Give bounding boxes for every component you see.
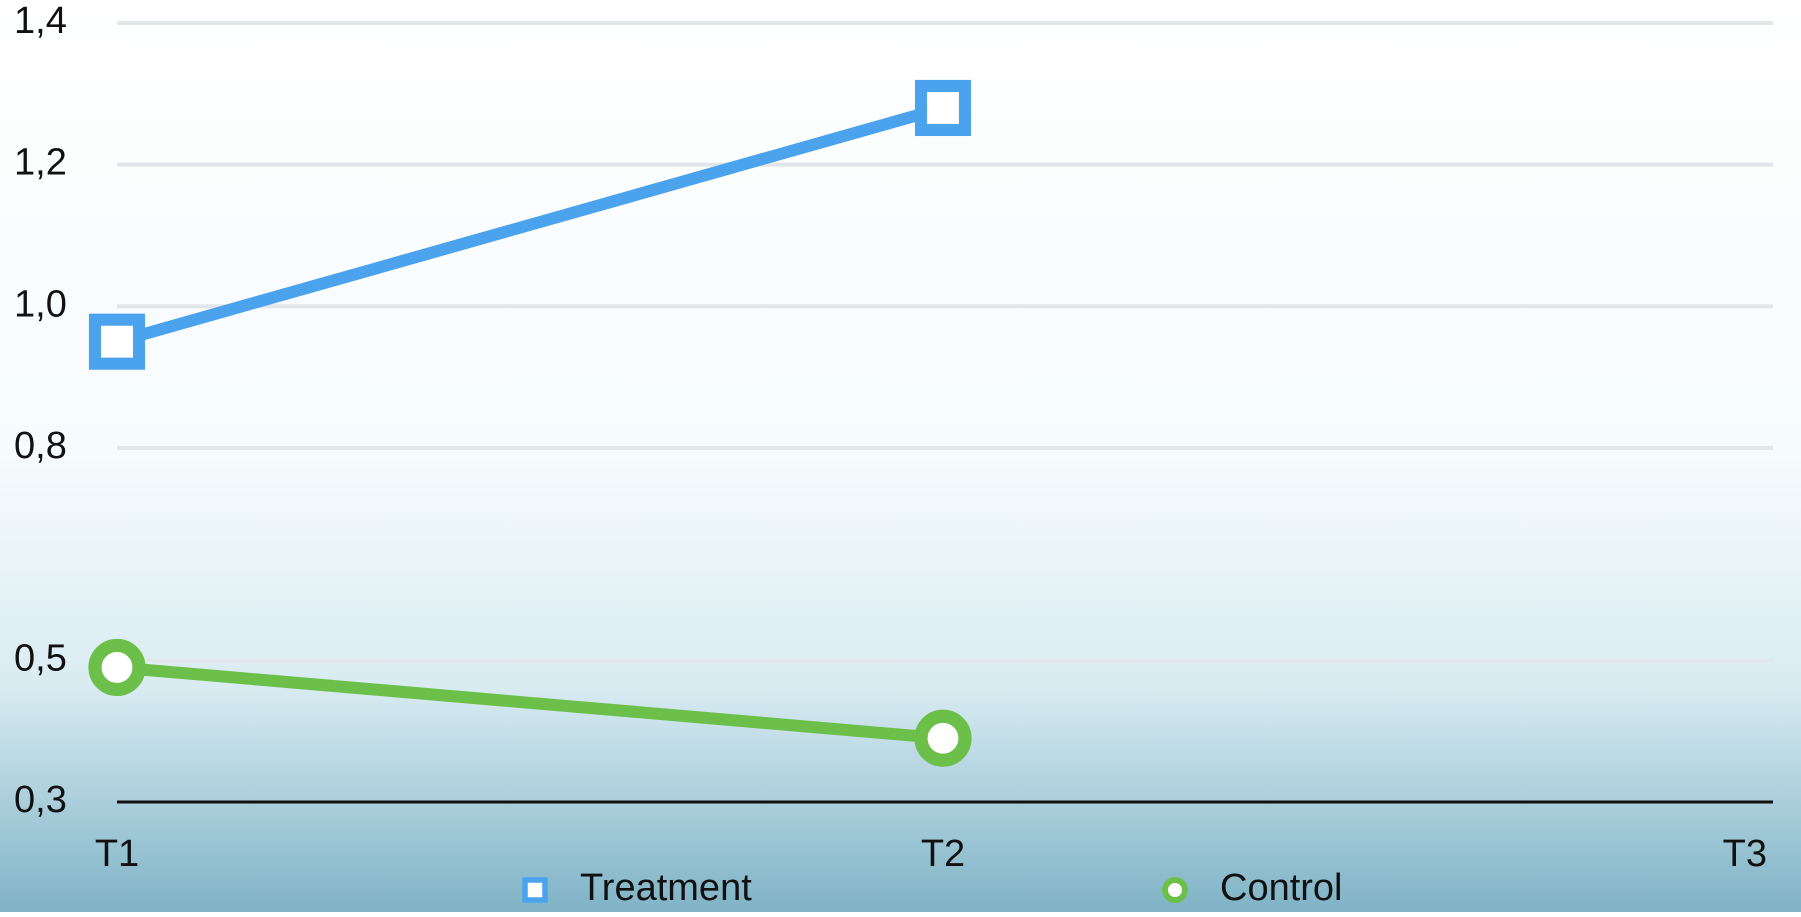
plot [88,79,972,767]
series-line [116,661,944,745]
series-line [115,102,945,348]
legend-label: Control [1220,867,1343,909]
y-tick-label: 0,3 [14,779,67,821]
legend-label: Treatment [580,867,752,909]
y-tick-label: 0,5 [14,637,67,679]
x-tick-label: T1 [95,833,139,875]
legend-item: Control [1162,867,1343,909]
data-point [88,313,146,370]
data-point [914,79,972,137]
legend-marker [522,877,548,903]
y-tick-label: 0,8 [14,425,67,467]
y-tick-label: 1,2 [14,142,67,184]
y-tick-label: 1,4 [14,0,67,42]
legend-item: Treatment [522,867,752,909]
x-tick-label: T3 [1723,833,1767,875]
y-tick-label: 1,0 [14,283,67,325]
legend-marker [1162,877,1188,903]
data-point [914,709,972,767]
x-tick-label: T2 [921,833,965,875]
grid [117,21,1773,804]
data-point [88,638,146,697]
